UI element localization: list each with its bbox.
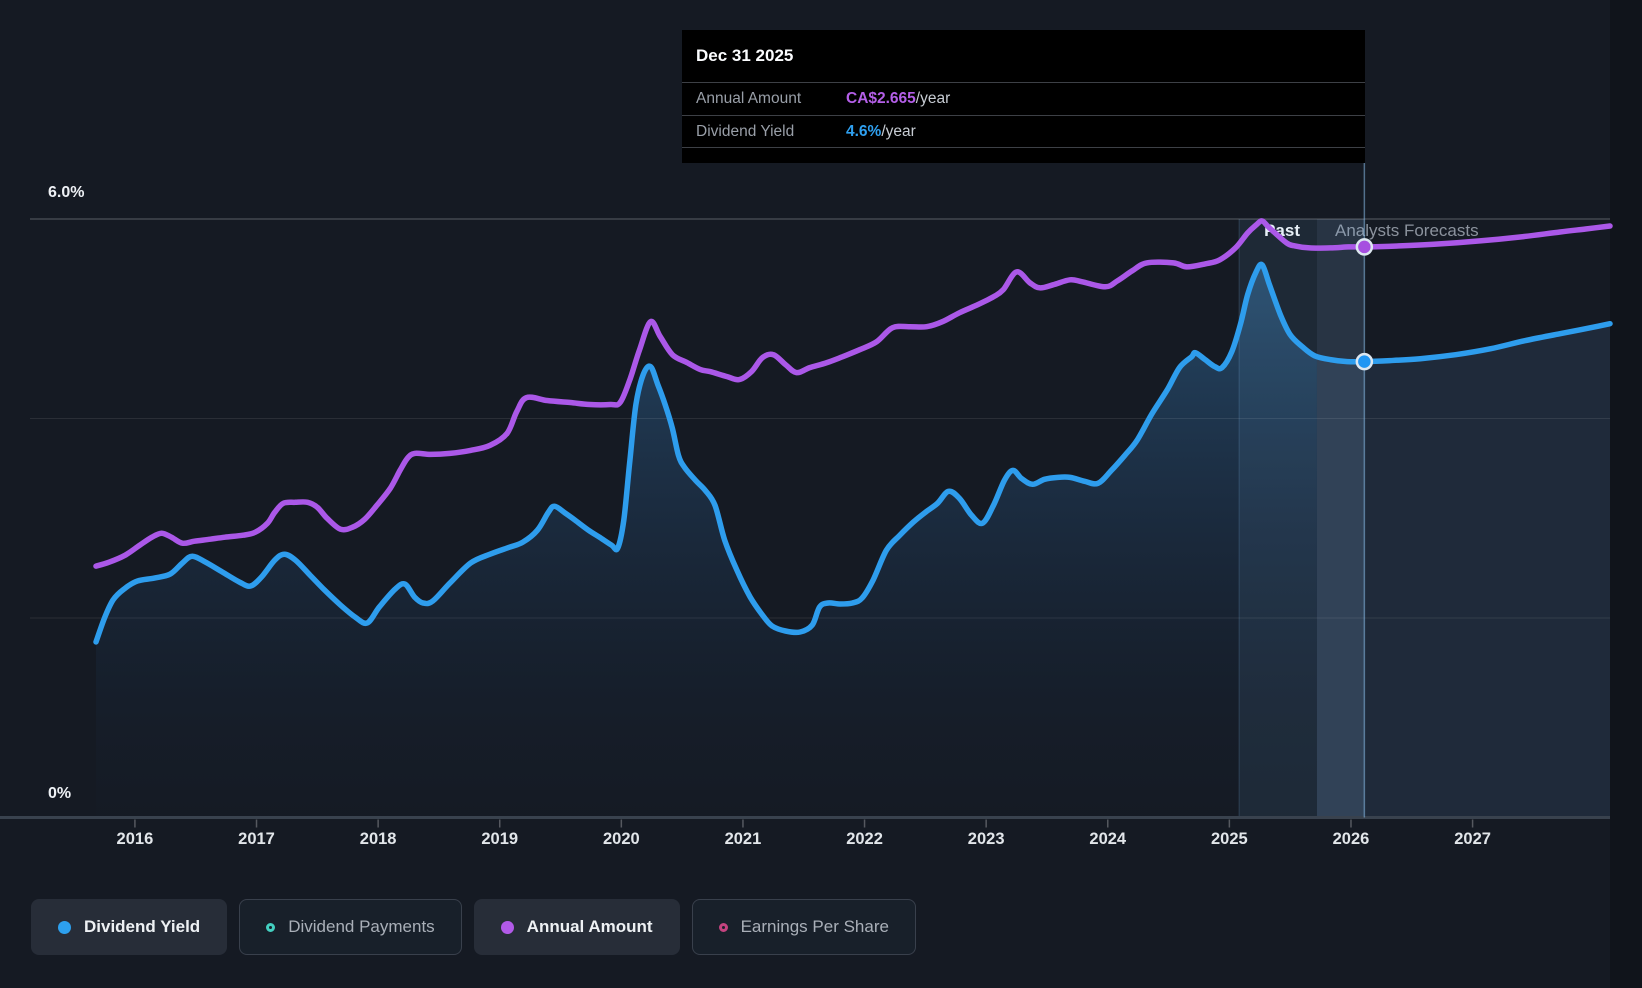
- x-tick-label: 2027: [1454, 830, 1491, 848]
- x-tick-label: 2026: [1332, 830, 1370, 848]
- x-tick-label: 2018: [359, 830, 397, 848]
- x-tick-label: 2016: [116, 830, 154, 848]
- y-axis-bottom-label: 0%: [48, 785, 72, 802]
- tooltip-dividend-yield-suffix: /year: [881, 122, 916, 140]
- tooltip-date: Dec 31 2025: [696, 46, 794, 65]
- analysts-forecasts-zone-label: Analysts Forecasts: [1335, 221, 1479, 240]
- legend-label: Earnings Per Share: [740, 917, 889, 936]
- tooltip-dividend-yield-value: 4.6%: [846, 122, 882, 140]
- x-tick-label: 2020: [602, 830, 640, 848]
- tooltip-row-dividend-yield: Dividend Yield 4.6%/year: [682, 115, 1365, 148]
- chart-tooltip: Dec 31 2025 Annual Amount CA$2.665/year …: [682, 30, 1365, 163]
- x-tick-label: 2021: [724, 830, 762, 848]
- legend-item-dividend-yield[interactable]: Dividend Yield: [31, 899, 228, 955]
- chart-legend: Dividend Yield Dividend Payments Annual …: [31, 899, 916, 955]
- hover-marker-dividend-yield: [1355, 352, 1374, 371]
- legend-item-dividend-payments[interactable]: Dividend Payments: [239, 899, 462, 955]
- legend-item-annual-amount[interactable]: Annual Amount: [473, 899, 680, 955]
- legend-label: Annual Amount: [526, 917, 653, 936]
- dividend-yield-dot-icon: [58, 920, 71, 934]
- dividend-payments-ring-icon: [266, 922, 276, 932]
- x-tick-label: 2019: [481, 830, 519, 848]
- tooltip-annual-amount-label: Annual Amount: [696, 90, 802, 107]
- legend-label: Dividend Yield: [84, 917, 201, 936]
- x-tick-label: 2023: [967, 830, 1005, 848]
- x-tick-label: 2025: [1211, 830, 1248, 848]
- y-axis-top-label: 6.0%: [48, 184, 85, 201]
- x-tick-label: 2024: [1089, 830, 1127, 848]
- x-tick-label: 2022: [846, 830, 883, 848]
- hover-marker-annual-amount: [1355, 238, 1374, 256]
- x-tick-label: 2017: [238, 830, 275, 848]
- legend-item-earnings-per-share[interactable]: Earnings Per Share: [691, 899, 916, 955]
- annual-amount-dot-icon: [500, 920, 514, 934]
- tooltip-dividend-yield-label: Dividend Yield: [696, 122, 795, 140]
- earnings-per-share-ring-icon: [718, 922, 728, 932]
- tooltip-annual-amount-value: CA$2.665: [846, 90, 916, 107]
- legend-label: Dividend Payments: [288, 917, 435, 936]
- past-zone-label: Past: [1264, 221, 1300, 241]
- tooltip-annual-amount-suffix: /year: [915, 90, 951, 107]
- tooltip-row-annual-amount: Annual Amount CA$2.665/year: [682, 82, 1365, 115]
